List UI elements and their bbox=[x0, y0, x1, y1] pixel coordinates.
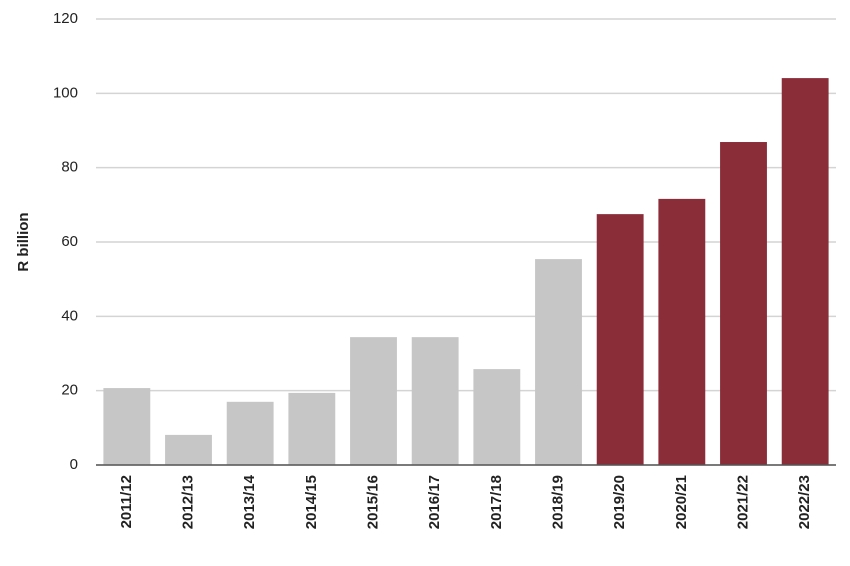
y-tick-label: 80 bbox=[61, 159, 78, 176]
x-tick-label: 2021/22 bbox=[734, 475, 751, 529]
y-axis-label: R billion bbox=[15, 212, 32, 271]
bar bbox=[658, 198, 706, 466]
x-tick-label: 2014/15 bbox=[303, 475, 320, 529]
y-tick-label: 40 bbox=[61, 307, 78, 324]
y-tick-label: 20 bbox=[61, 382, 78, 399]
bar bbox=[350, 337, 397, 465]
y-tick-label: 0 bbox=[70, 456, 78, 473]
x-tick-label: 2012/13 bbox=[179, 475, 196, 529]
y-tick-label: 100 bbox=[53, 84, 78, 101]
x-tick-label: 2015/16 bbox=[364, 475, 381, 529]
bar bbox=[535, 259, 582, 465]
bar bbox=[226, 401, 274, 465]
x-tick-label: 2019/20 bbox=[611, 475, 628, 529]
bar bbox=[165, 434, 212, 465]
bar bbox=[473, 369, 521, 465]
x-tick-label: 2018/19 bbox=[549, 475, 566, 529]
bar bbox=[596, 214, 644, 465]
bar bbox=[720, 142, 767, 465]
y-tick-label: 60 bbox=[61, 233, 78, 250]
x-tick-label: 2011/12 bbox=[118, 475, 135, 528]
bar bbox=[288, 392, 336, 465]
bar bbox=[411, 337, 459, 465]
y-tick-label: 120 bbox=[53, 10, 78, 27]
x-tick-label: 2020/21 bbox=[673, 475, 690, 529]
bar bbox=[781, 78, 829, 465]
x-tick-label: 2016/17 bbox=[426, 475, 443, 529]
x-tick-label: 2017/18 bbox=[488, 475, 505, 529]
bar bbox=[103, 388, 151, 465]
x-tick-label: 2013/14 bbox=[241, 474, 258, 529]
x-tick-label: 2022/23 bbox=[796, 475, 813, 529]
